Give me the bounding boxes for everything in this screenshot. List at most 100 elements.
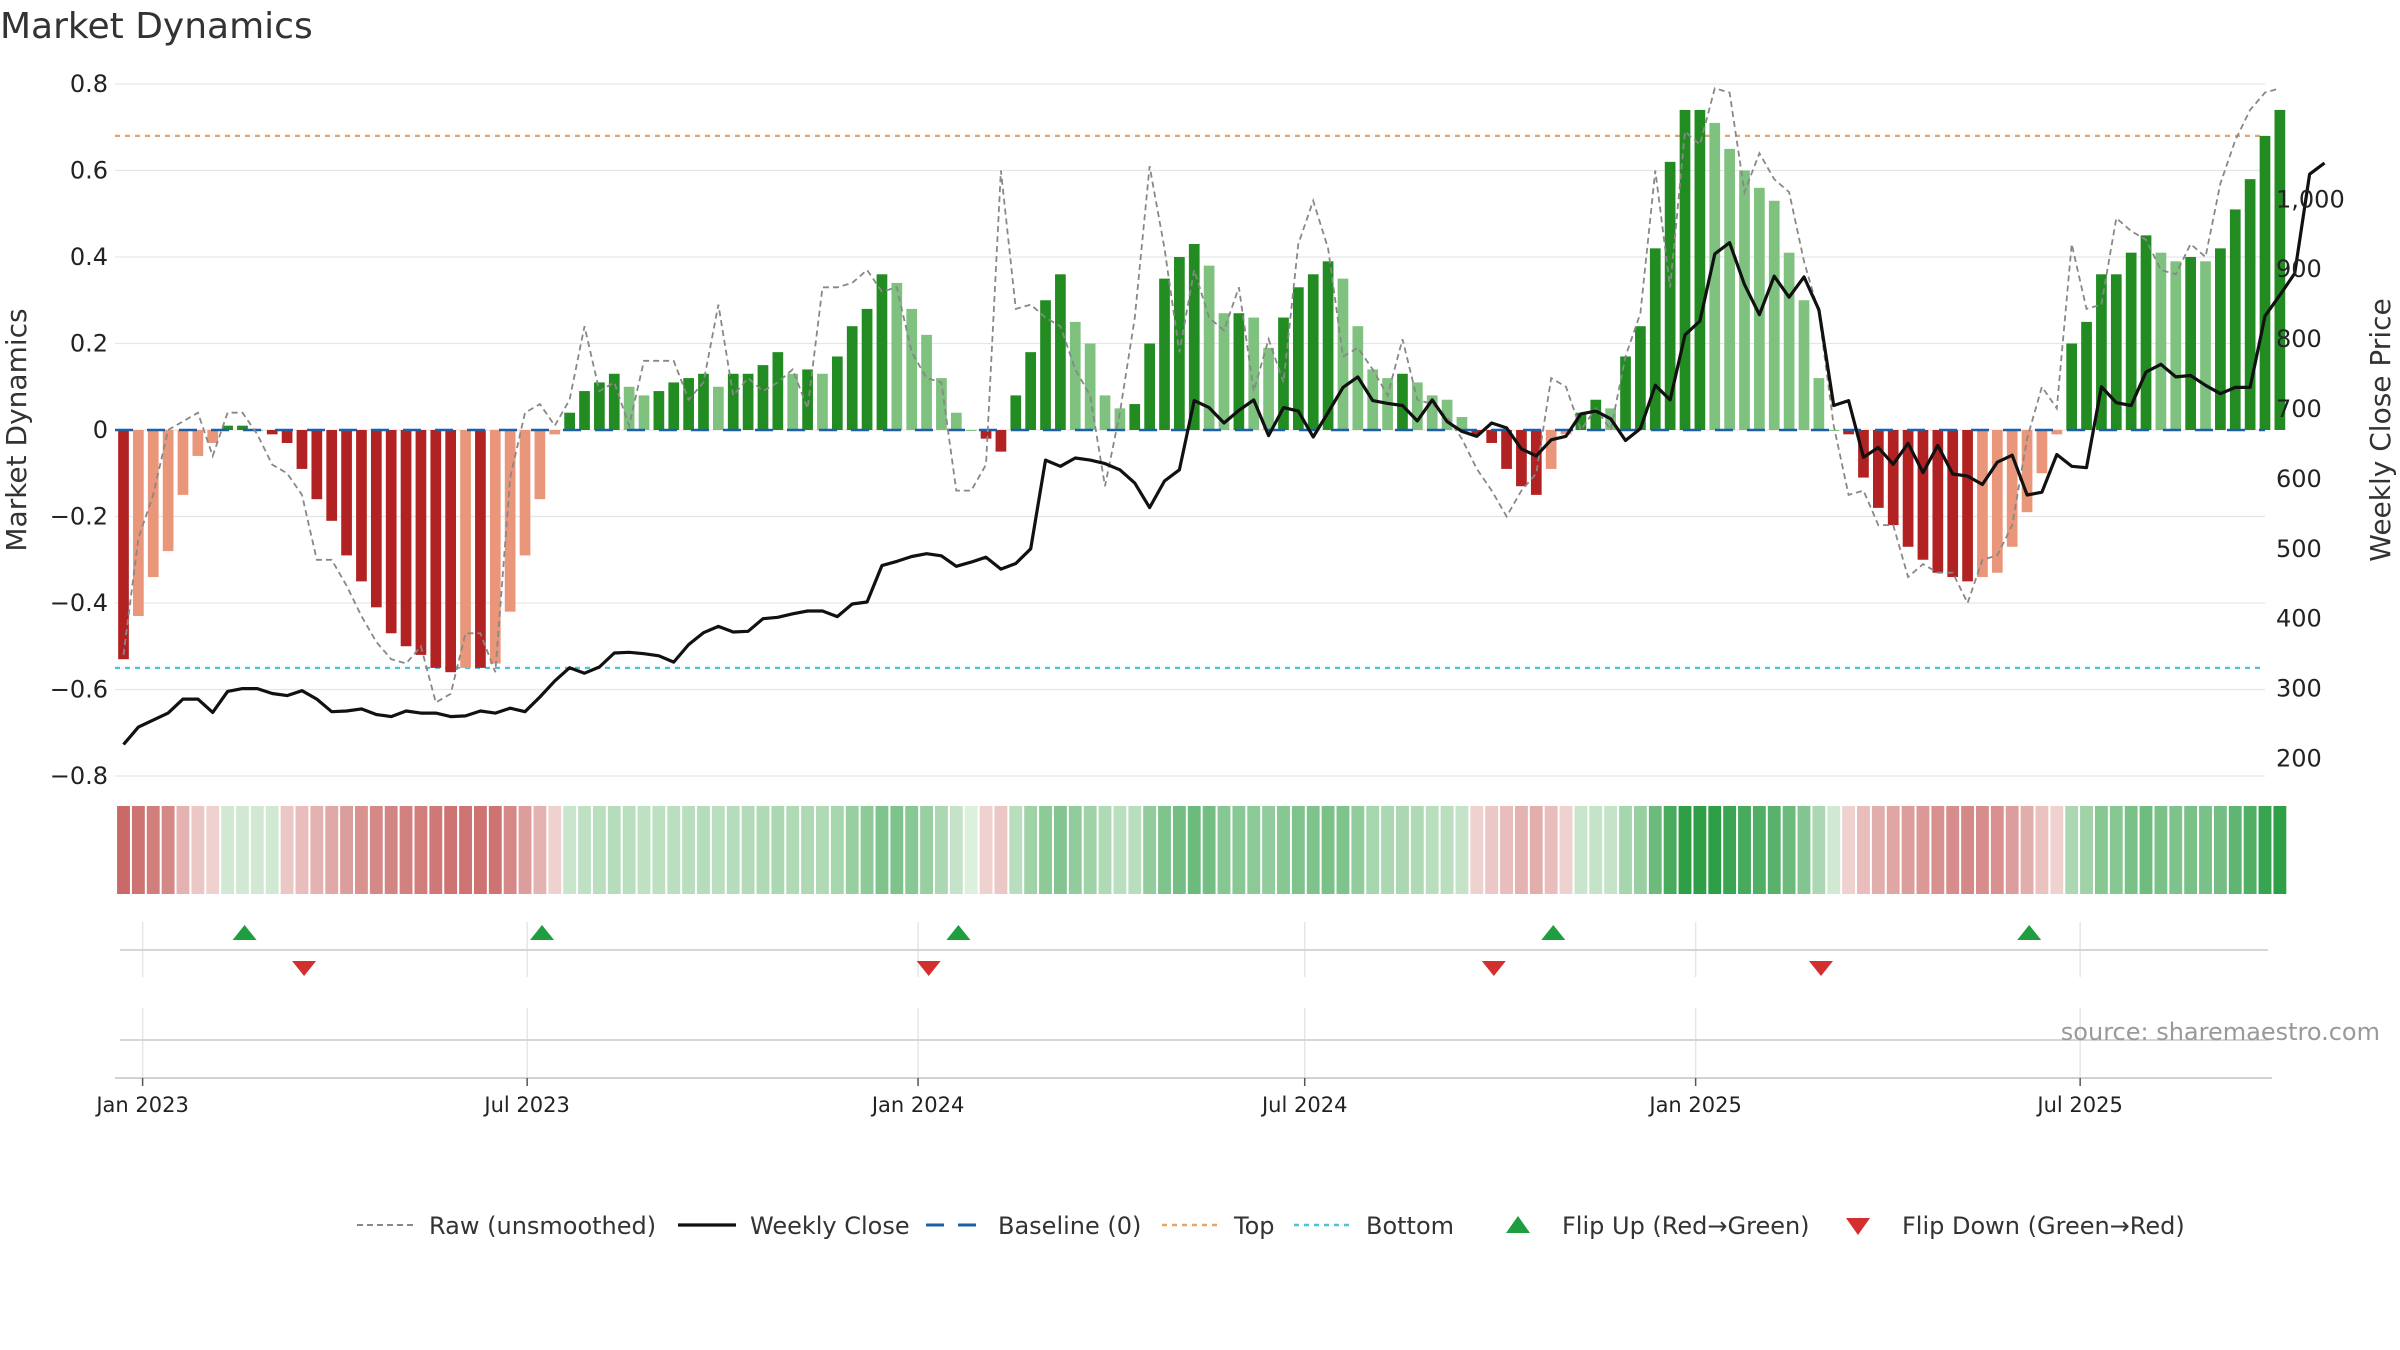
dynamics-bar: [742, 373, 754, 430]
legend-item-flip-down: Flip Down (Green→Red): [1846, 1212, 2185, 1240]
dynamics-bar: [1560, 430, 1572, 435]
dynamics-bar: [1649, 248, 1661, 430]
strip-cell: [548, 806, 562, 894]
dynamics-bar: [1203, 265, 1215, 430]
dynamics-bar: [1114, 408, 1126, 430]
strip-cell: [711, 806, 725, 894]
strip-cell: [1842, 806, 1856, 894]
dynamics-bar: [1055, 274, 1066, 430]
legend-label: Flip Up (Red→Green): [1562, 1212, 1810, 1240]
strip-cell: [1039, 806, 1052, 894]
strip-cell: [1708, 806, 1722, 894]
dynamics-bar: [638, 395, 650, 430]
dynamics-bar: [207, 430, 219, 443]
strip-cell: [310, 806, 324, 894]
strip-cell: [1812, 806, 1826, 894]
dynamics-bar: [1144, 343, 1155, 430]
strip-cell: [1291, 806, 1305, 894]
strip-cell: [1901, 806, 1915, 894]
dynamics-bar: [1813, 378, 1825, 430]
right-tick-label: 200: [2276, 745, 2322, 773]
strip-cell: [1931, 806, 1945, 894]
strip-cell: [473, 806, 487, 894]
strip-cell: [1946, 806, 1960, 894]
right-tick-label: 400: [2276, 605, 2322, 633]
dynamics-bar: [564, 412, 575, 430]
flip-down-marker: [1481, 961, 1506, 976]
strip-cell: [2050, 806, 2064, 894]
dynamics-bar: [891, 282, 903, 430]
strip-cell: [771, 806, 785, 894]
strip-cell: [131, 806, 145, 894]
dynamics-bar: [1947, 430, 1959, 578]
raw-series: [122, 87, 2281, 704]
left-tick-label: 0.8: [70, 70, 108, 98]
dynamics-bar: [118, 430, 129, 660]
strip-cell: [1009, 806, 1023, 894]
strip-cell: [236, 806, 249, 894]
right-tick-label: 700: [2276, 395, 2322, 423]
strip-cell: [2199, 806, 2212, 894]
strip-cell: [1574, 806, 1588, 894]
dynamics-bar: [1620, 356, 1631, 430]
strip-cell: [875, 806, 889, 894]
strip-cell: [607, 806, 621, 894]
dynamics-bar: [608, 373, 620, 430]
dynamics-bar: [1248, 317, 1260, 430]
dynamics-bar: [817, 373, 828, 430]
date-tick-label: Jan 2025: [1647, 1093, 1742, 1117]
dynamics-bar: [594, 382, 605, 430]
strip-cell: [1083, 806, 1097, 894]
dynamics-bar: [1962, 430, 1973, 582]
strip-cell: [1172, 806, 1186, 894]
dynamics-bar: [534, 430, 546, 500]
strip-cell: [1648, 806, 1662, 894]
strip-cell: [1143, 806, 1157, 894]
dynamics-bar: [400, 430, 412, 647]
dynamics-bar: [415, 430, 427, 655]
dynamics-bar: [341, 430, 352, 556]
flip-down-marker: [292, 961, 317, 976]
dynamics-bar: [1887, 430, 1899, 526]
strip-cell: [1752, 806, 1766, 894]
dynamics-bar: [1739, 170, 1750, 430]
right-tick-label: 900: [2276, 255, 2322, 283]
dynamics-bar: [1263, 347, 1274, 430]
dynamics-bar: [1516, 430, 1527, 487]
strip-cell: [1455, 806, 1469, 894]
close-series: [122, 161, 2326, 746]
strip-cell: [1321, 806, 1335, 894]
right-tick-label: 600: [2276, 465, 2322, 493]
strip-cell: [920, 806, 933, 894]
strip-cell: [1425, 806, 1439, 894]
legend-item-raw: Raw (unsmoothed): [357, 1212, 656, 1240]
legend-label: Weekly Close: [750, 1212, 910, 1240]
strip-cell: [2228, 806, 2242, 894]
strip-cell: [1277, 806, 1290, 894]
strip-cell: [964, 806, 978, 894]
strip-cell: [1217, 806, 1231, 894]
left-tick-label: 0: [93, 416, 108, 444]
dynamics-bar: [2110, 274, 2122, 430]
dynamics-bar: [1010, 395, 1022, 430]
strip-cell: [429, 806, 443, 894]
left-tick-label: 0.6: [70, 157, 108, 185]
dynamics-bar: [1872, 430, 1884, 508]
weekly-close-line: [122, 161, 2326, 746]
dynamics-bar: [326, 430, 338, 521]
strip-cell: [2020, 806, 2034, 894]
dynamics-bar: [2125, 252, 2137, 430]
strip-cell: [1232, 806, 1246, 894]
strip-cell: [384, 806, 398, 894]
strip-cell: [1827, 806, 1841, 894]
dynamics-bar: [356, 430, 367, 582]
dynamics-bar: [1025, 352, 1037, 430]
strip-cell: [756, 806, 770, 894]
strip-cell: [459, 806, 472, 894]
dynamics-bar: [2140, 235, 2152, 430]
strip-cell: [1113, 806, 1127, 894]
strip-cell: [637, 806, 651, 894]
strip-cell: [533, 806, 547, 894]
dynamics-bar: [2036, 430, 2048, 474]
